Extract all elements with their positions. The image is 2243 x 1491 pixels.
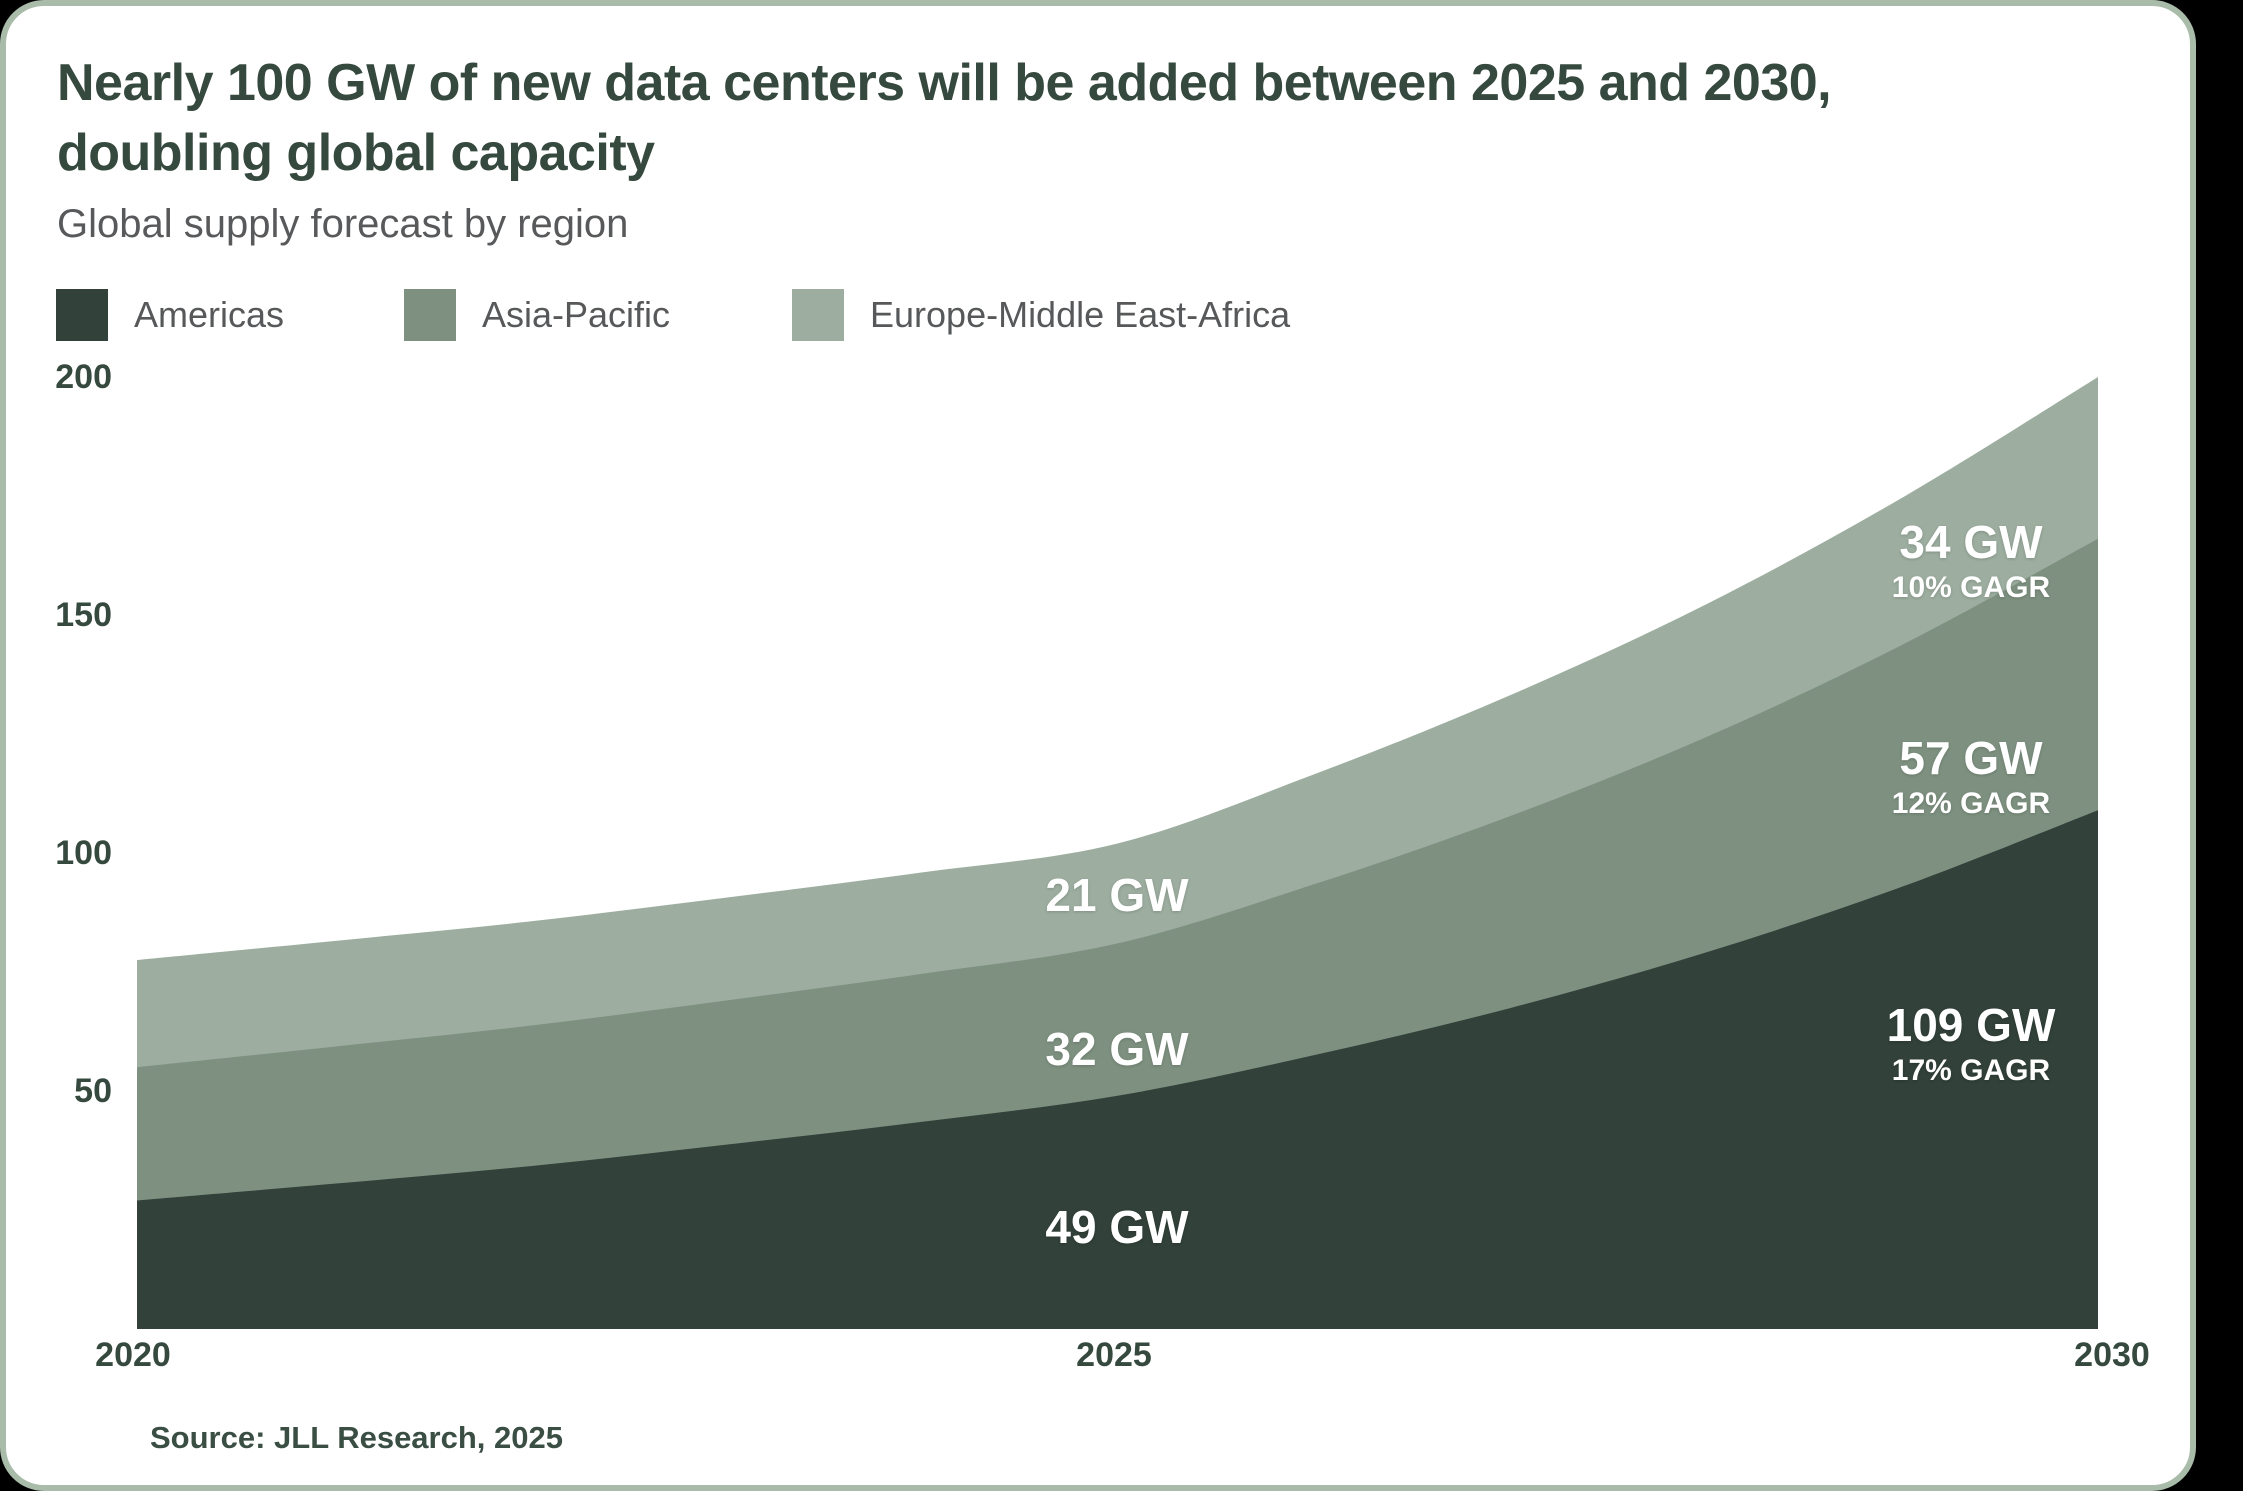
americas-2030-cagr: 17% GAGR xyxy=(1891,1054,2051,1087)
asia-2030-gw: 57 GW xyxy=(1899,732,2043,784)
y-axis-tick-100: 100 xyxy=(55,834,112,872)
area-label-asia-2030: 57 GW 12% GAGR xyxy=(1892,732,2050,824)
area-label-emea-2030: 34 GW 10% GAGR xyxy=(1892,516,2050,608)
legend-label-emea: Europe-Middle East-Africa xyxy=(870,294,1291,335)
y-axis-tick-50: 50 xyxy=(74,1072,112,1110)
chart-title-line1: Nearly 100 GW of new data centers will b… xyxy=(57,54,1832,112)
area-label-emea-2025: 21 GW xyxy=(1045,869,1189,921)
x-axis-tick-2025: 2025 xyxy=(1076,1336,1152,1374)
chart-title: Nearly 100 GW of new data centers will b… xyxy=(57,48,2147,188)
y-axis-tick-200: 200 xyxy=(55,358,112,396)
chart-subtitle: Global supply forecast by region xyxy=(57,202,629,246)
legend-swatch-americas xyxy=(56,289,108,341)
legend-item-emea: Europe-Middle East-Africa xyxy=(792,289,1290,341)
x-axis-tick-2020: 2020 xyxy=(95,1336,171,1374)
legend-label-americas: Americas xyxy=(134,294,285,335)
legend-item-asia-pacific: Asia-Pacific xyxy=(404,289,670,341)
legend-label-asia-pacific: Asia-Pacific xyxy=(482,294,671,335)
asia-2030-cagr: 12% GAGR xyxy=(1891,787,2051,820)
emea-2030-cagr: 10% GAGR xyxy=(1891,571,2051,604)
area-label-asia-2025: 32 GW xyxy=(1045,1023,1189,1075)
legend-swatch-asia-pacific xyxy=(404,289,456,341)
x-axis-tick-2030: 2030 xyxy=(2074,1336,2150,1374)
chart-title-line2: doubling global capacity xyxy=(57,124,655,182)
legend-item-americas: Americas xyxy=(56,289,284,341)
legend-swatch-emea xyxy=(792,289,844,341)
area-label-americas-2030: 109 GW 17% GAGR xyxy=(1887,999,2056,1091)
source-note: Source: JLL Research, 2025 xyxy=(150,1420,563,1455)
emea-2030-gw: 34 GW xyxy=(1899,516,2043,568)
area-label-americas-2025: 49 GW xyxy=(1045,1201,1189,1253)
y-axis-tick-150: 150 xyxy=(55,596,112,634)
americas-2030-gw: 109 GW xyxy=(1886,999,2056,1051)
